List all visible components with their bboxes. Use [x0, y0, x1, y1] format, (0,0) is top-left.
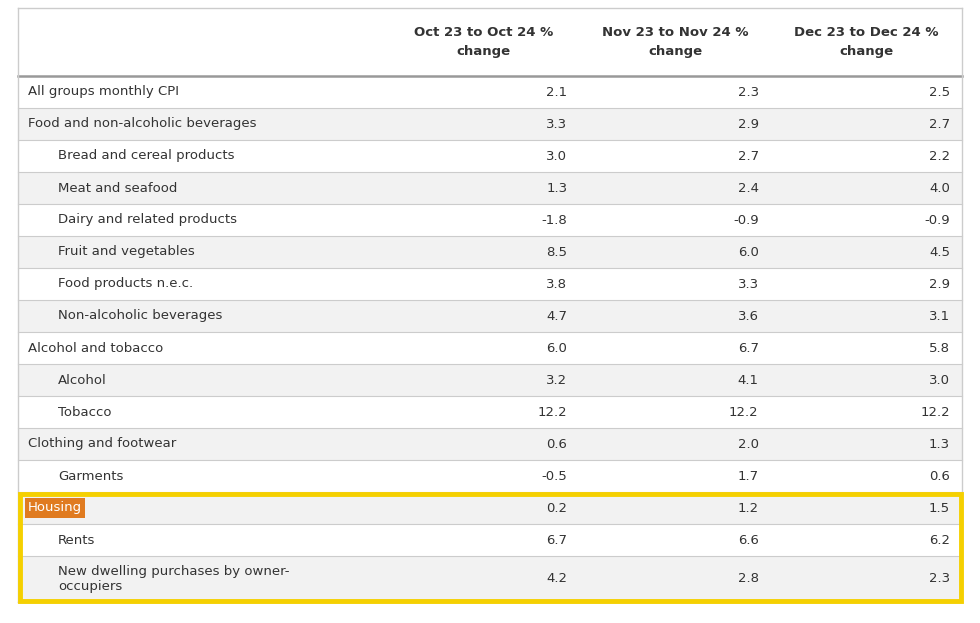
Text: Tobacco: Tobacco [58, 406, 112, 419]
Text: 3.3: 3.3 [738, 277, 759, 290]
Text: Meat and seafood: Meat and seafood [58, 181, 177, 194]
Text: 12.2: 12.2 [920, 406, 950, 419]
Text: Food products n.e.c.: Food products n.e.c. [58, 277, 193, 290]
Text: 4.2: 4.2 [546, 573, 567, 586]
Text: 6.2: 6.2 [929, 533, 950, 546]
Text: 3.1: 3.1 [929, 310, 950, 323]
Bar [18, 172, 962, 204]
Text: Alcohol and tobacco: Alcohol and tobacco [28, 341, 164, 354]
Text: 2.3: 2.3 [929, 573, 950, 586]
Text: 0.2: 0.2 [546, 502, 567, 515]
Text: Clothing and footwear: Clothing and footwear [28, 437, 176, 450]
Text: 0.6: 0.6 [547, 437, 567, 450]
Text: 2.7: 2.7 [738, 150, 759, 163]
Text: 3.0: 3.0 [929, 374, 950, 386]
Text: -0.9: -0.9 [924, 214, 950, 227]
Text: Food and non-alcoholic beverages: Food and non-alcoholic beverages [28, 118, 257, 130]
Text: Non-alcoholic beverages: Non-alcoholic beverages [58, 310, 222, 323]
Text: All groups monthly CPI: All groups monthly CPI [28, 85, 179, 98]
Text: 12.2: 12.2 [538, 406, 567, 419]
Text: 8.5: 8.5 [546, 245, 567, 259]
Text: Housing: Housing [28, 502, 82, 515]
Text: -1.8: -1.8 [542, 214, 567, 227]
Text: 4.0: 4.0 [929, 181, 950, 194]
Bar [18, 364, 962, 396]
Text: Nov 23 to Nov 24 %
change: Nov 23 to Nov 24 % change [602, 26, 749, 58]
Text: 2.0: 2.0 [738, 437, 759, 450]
Text: Dec 23 to Dec 24 %
change: Dec 23 to Dec 24 % change [794, 26, 939, 58]
Text: 3.6: 3.6 [738, 310, 759, 323]
Text: 12.2: 12.2 [729, 406, 759, 419]
Text: 2.4: 2.4 [738, 181, 759, 194]
Text: 0.6: 0.6 [929, 470, 950, 482]
Bar [18, 396, 962, 428]
Text: 1.3: 1.3 [546, 181, 567, 194]
Text: Garments: Garments [58, 470, 123, 482]
Text: 1.3: 1.3 [929, 437, 950, 450]
Text: 2.3: 2.3 [738, 85, 759, 98]
Text: 1.2: 1.2 [738, 502, 759, 515]
Text: New dwelling purchases by owner-
occupiers: New dwelling purchases by owner- occupie… [58, 565, 289, 593]
Bar [18, 236, 962, 268]
Text: 1.5: 1.5 [929, 502, 950, 515]
Text: 6.0: 6.0 [738, 245, 759, 259]
Text: 1.7: 1.7 [738, 470, 759, 482]
Text: 2.8: 2.8 [738, 573, 759, 586]
Bar [18, 140, 962, 172]
Bar [18, 492, 962, 524]
Text: Dairy and related products: Dairy and related products [58, 214, 237, 227]
Text: Alcohol: Alcohol [58, 374, 107, 386]
Text: 2.9: 2.9 [929, 277, 950, 290]
Text: 6.6: 6.6 [738, 533, 759, 546]
Bar [18, 556, 962, 602]
Text: 6.7: 6.7 [546, 533, 567, 546]
Text: -0.9: -0.9 [733, 214, 759, 227]
Bar [18, 204, 962, 236]
Text: -0.5: -0.5 [542, 470, 567, 482]
Text: Fruit and vegetables: Fruit and vegetables [58, 245, 195, 259]
Bar [18, 8, 962, 76]
Bar [18, 460, 962, 492]
Bar [18, 268, 962, 300]
Text: 3.8: 3.8 [546, 277, 567, 290]
Text: Bread and cereal products: Bread and cereal products [58, 150, 234, 163]
Text: 3.0: 3.0 [546, 150, 567, 163]
Text: Rents: Rents [58, 533, 95, 546]
Bar [18, 428, 962, 460]
Bar [18, 332, 962, 364]
Text: 3.2: 3.2 [546, 374, 567, 386]
Text: 2.9: 2.9 [738, 118, 759, 130]
Text: 2.1: 2.1 [546, 85, 567, 98]
Text: 6.0: 6.0 [547, 341, 567, 354]
Text: 6.7: 6.7 [738, 341, 759, 354]
Text: 4.7: 4.7 [546, 310, 567, 323]
Bar [18, 524, 962, 556]
Text: Oct 23 to Oct 24 %
change: Oct 23 to Oct 24 % change [414, 26, 554, 58]
Text: 3.3: 3.3 [546, 118, 567, 130]
Text: 5.8: 5.8 [929, 341, 950, 354]
Text: 2.5: 2.5 [929, 85, 950, 98]
Text: 2.2: 2.2 [929, 150, 950, 163]
Text: 2.7: 2.7 [929, 118, 950, 130]
Bar [18, 300, 962, 332]
Text: 4.1: 4.1 [738, 374, 759, 386]
Bar [18, 108, 962, 140]
Text: 4.5: 4.5 [929, 245, 950, 259]
Bar [18, 76, 962, 108]
